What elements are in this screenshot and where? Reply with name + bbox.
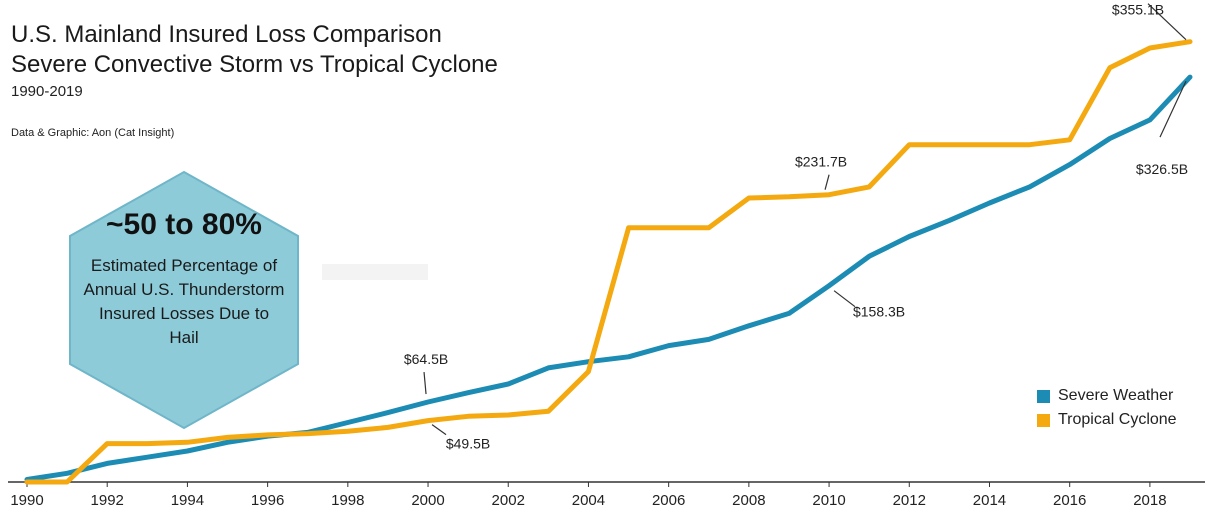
legend-label-severe-weather: Severe Weather (1058, 387, 1174, 404)
blurred-region (322, 264, 428, 280)
callout-headline: ~50 to 80% (106, 208, 262, 241)
annotation-label: $64.5B (404, 351, 448, 367)
series-line-severe-weather (24, 74, 1193, 482)
legend: Severe Weather Tropical Cyclone (1037, 384, 1177, 432)
x-tick-label: 2002 (492, 492, 525, 509)
x-tick-label: 1998 (331, 492, 364, 509)
chart-source: Data & Graphic: Aon (Cat Insight) (11, 127, 175, 139)
annotation-leader (824, 174, 830, 190)
callout-body: Estimated Percentage of Annual U.S. Thun… (83, 256, 285, 347)
annotation-label: $49.5B (446, 436, 490, 452)
annotation-label: $355.1B (1112, 2, 1164, 18)
x-tick-label: 2018 (1133, 492, 1166, 509)
x-tick-label: 1992 (91, 492, 124, 509)
x-tick-label: 2008 (732, 492, 765, 509)
x-tick-label: 1994 (171, 492, 204, 509)
x-tick-label: 2004 (572, 492, 605, 509)
x-tick-label: 2016 (1053, 492, 1086, 509)
hail-callout: ~50 to 80% Estimated Percentage of Annua… (68, 170, 300, 430)
x-tick-label: 2010 (812, 492, 845, 509)
annotation-label: $158.3B (853, 304, 905, 320)
legend-item-tropical-cyclone: Tropical Cyclone (1037, 408, 1177, 432)
legend-swatch-severe-weather (1037, 389, 1050, 403)
x-tick-label: 1996 (251, 492, 284, 509)
annotation-leader (431, 424, 447, 436)
annotation-leader (423, 371, 427, 395)
annotation-leader (1159, 80, 1187, 138)
legend-item-severe-weather: Severe Weather (1037, 384, 1177, 408)
annotation-leader (1147, 3, 1187, 41)
chart-subtitle: Severe Convective Storm vs Tropical Cycl… (11, 51, 498, 78)
chart-title: U.S. Mainland Insured Loss Comparison (11, 21, 442, 48)
x-tick-label: 1990 (10, 492, 43, 509)
x-tick-label: 2014 (973, 492, 1006, 509)
legend-swatch-tropical-cyclone (1037, 413, 1050, 427)
x-tick-label: 2006 (652, 492, 685, 509)
annotation-leader (833, 290, 856, 308)
hexagon-shape (69, 170, 299, 430)
annotation-label: $231.7B (795, 154, 847, 170)
x-tick-label: 2000 (411, 492, 444, 509)
chart-year-range: 1990-2019 (11, 83, 83, 100)
annotation-label: $326.5B (1136, 161, 1188, 177)
legend-label-tropical-cyclone: Tropical Cyclone (1058, 411, 1177, 428)
series-line-tropical-cyclone (24, 39, 1193, 485)
x-tick-label: 2012 (893, 492, 926, 509)
